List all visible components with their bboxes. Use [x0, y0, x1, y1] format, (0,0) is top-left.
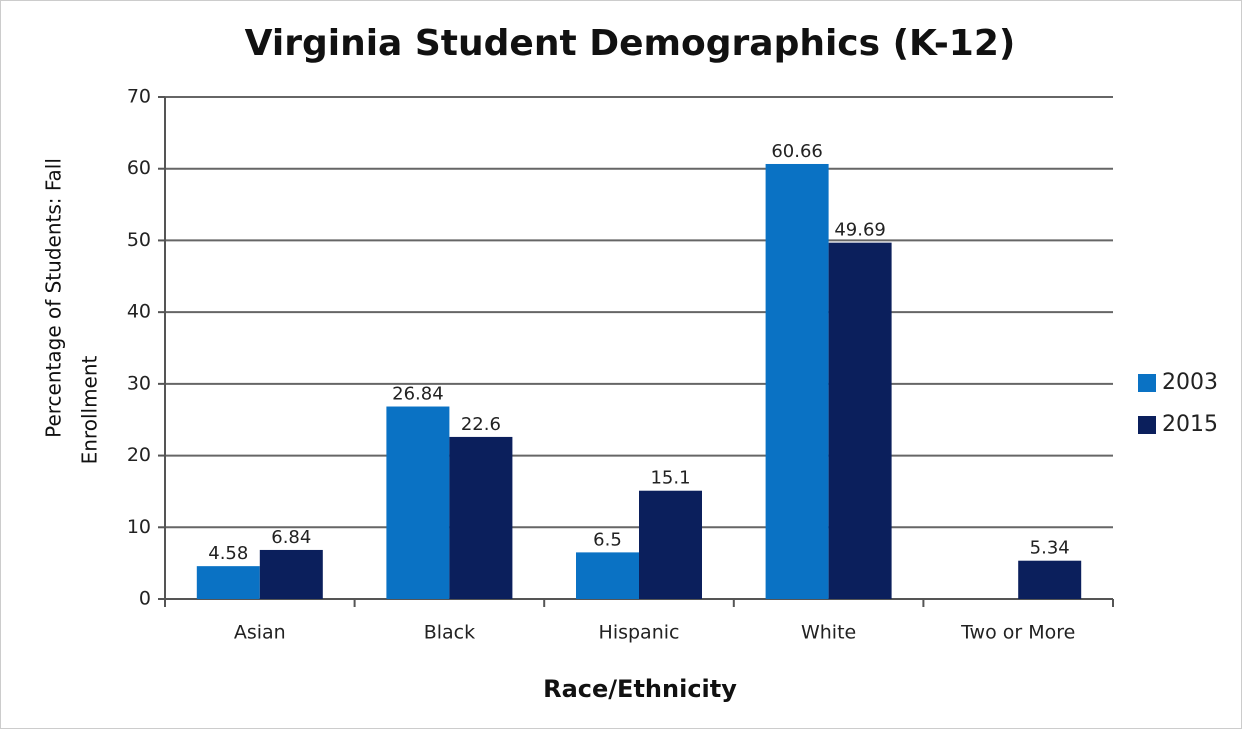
bar [386, 406, 450, 599]
bar [196, 566, 260, 599]
y-tick-label: 20 [127, 444, 151, 466]
y-tick-label: 30 [127, 372, 151, 394]
x-tick-label: Hispanic [599, 622, 680, 644]
value-label: 6.84 [271, 527, 311, 548]
value-label: 6.5 [593, 529, 622, 550]
legend-label: 2015 [1162, 412, 1218, 437]
y-axis-title: Enrollment [78, 355, 102, 464]
y-tick-label: 50 [127, 229, 151, 251]
y-tick-label: 60 [127, 157, 151, 179]
x-axis-title: Race/Ethnicity [543, 675, 737, 703]
value-label: 49.69 [834, 220, 886, 241]
bar [1018, 560, 1082, 599]
bar [576, 552, 639, 599]
bar [259, 549, 323, 599]
y-tick-label: 40 [127, 301, 151, 323]
bar [449, 436, 513, 599]
y-tick-label: 10 [127, 516, 151, 538]
chart-title: Virginia Student Demographics (K-12) [245, 23, 1016, 64]
bar [828, 242, 892, 599]
value-label: 22.6 [461, 414, 501, 435]
value-label: 5.34 [1030, 538, 1070, 559]
bar [765, 163, 829, 599]
y-axis-title: Percentage of Students: Fall [42, 158, 66, 438]
value-label: 4.58 [208, 543, 248, 564]
bar [639, 490, 702, 599]
legend-swatch [1138, 416, 1156, 434]
y-tick-label: 0 [139, 588, 151, 610]
x-tick-label: Asian [234, 622, 286, 644]
x-tick-label: Two or More [960, 622, 1075, 644]
value-label: 60.66 [771, 141, 823, 162]
value-label: 26.84 [392, 384, 444, 405]
value-label: 15.1 [650, 468, 690, 489]
x-tick-label: White [801, 622, 856, 644]
y-tick-label: 70 [127, 86, 151, 108]
legend-label: 2003 [1162, 370, 1218, 395]
legend-swatch [1138, 374, 1156, 392]
x-tick-label: Black [424, 622, 475, 644]
